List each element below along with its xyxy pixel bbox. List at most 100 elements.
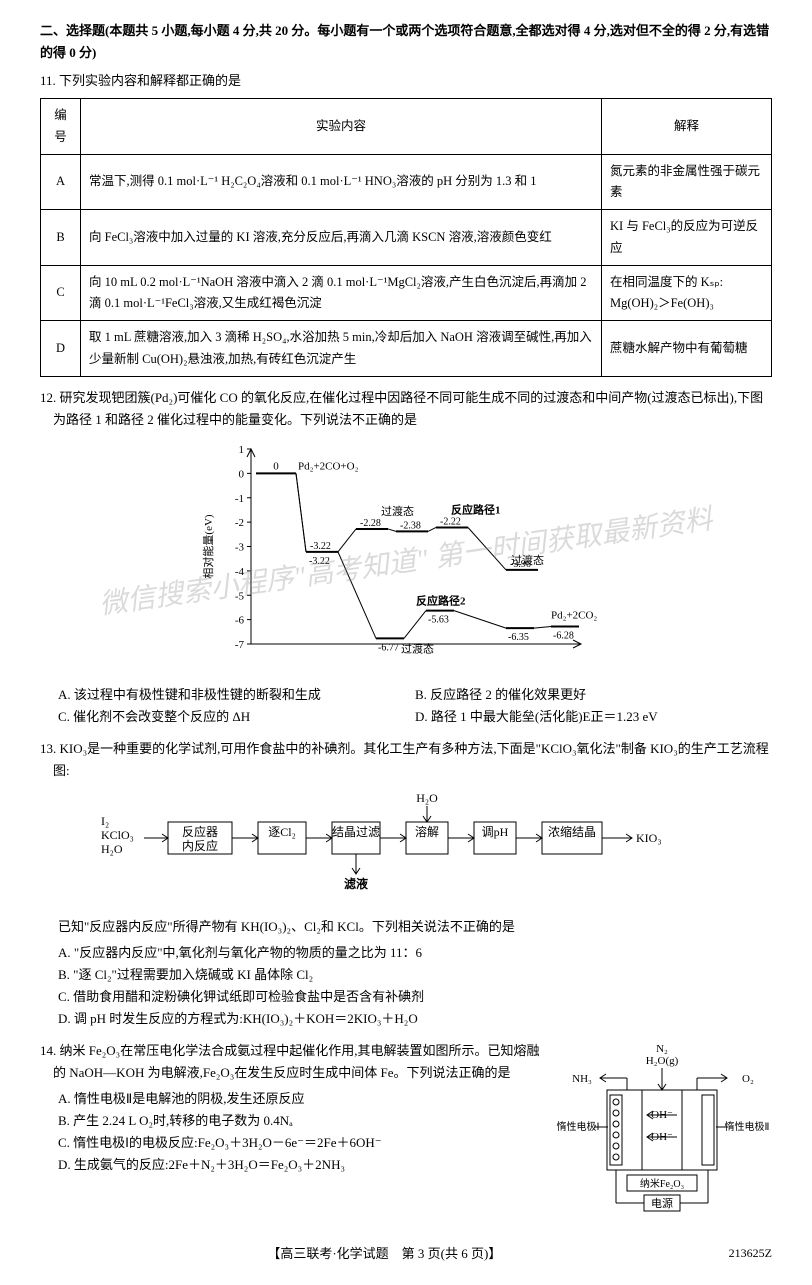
opt-label: D. bbox=[415, 709, 431, 724]
opt-label: B. bbox=[58, 1113, 73, 1128]
q11-th-id: 编号 bbox=[41, 99, 81, 155]
table-row: D 取 1 mL 蔗糖溶液,加入 3 滴稀 H₂SO₄,水浴加热 5 min,冷… bbox=[41, 321, 772, 377]
svg-text:过渡态: 过渡态 bbox=[511, 553, 544, 567]
svg-text:浓缩结晶: 浓缩结晶 bbox=[548, 824, 596, 839]
section-header: 二、选择题(本题共 5 小题,每小题 4 分,共 20 分。每小题有一个或两个选… bbox=[40, 20, 772, 64]
svg-text:过渡态: 过渡态 bbox=[381, 504, 414, 518]
q14-opt-a: 惰性电极Ⅱ是电解池的阴极,发生还原反应 bbox=[74, 1091, 305, 1106]
q14-opt-c: 惰性电极Ⅰ的电极反应:Fe₂O₃＋3H₂O－6e⁻＝2Fe＋6OH⁻ bbox=[73, 1135, 381, 1150]
opt-label: C. bbox=[58, 989, 73, 1004]
q11-row-expl: 在相同温度下的 Kₛₚ: Mg(OH)₂＞Fe(OH)₃ bbox=[602, 265, 772, 321]
q14-opt-b: 产生 2.24 L O₂时,转移的电子数为 0.4Nₐ bbox=[73, 1113, 293, 1128]
svg-text:NH₃: NH₃ bbox=[572, 1073, 592, 1085]
svg-text:-6: -6 bbox=[235, 615, 245, 627]
svg-text:0: 0 bbox=[239, 468, 245, 480]
svg-text:H₂O(g): H₂O(g) bbox=[646, 1055, 679, 1067]
q11-row-id: B bbox=[41, 210, 81, 266]
q12-opt-a: 该过程中有极性键和非极性键的断裂和生成 bbox=[74, 687, 321, 702]
svg-text:内反应: 内反应 bbox=[182, 838, 218, 853]
svg-text:反应路径2: 反应路径2 bbox=[416, 594, 466, 608]
svg-text:过渡态: 过渡态 bbox=[401, 641, 434, 655]
svg-text:1: 1 bbox=[239, 444, 245, 456]
svg-text:电源: 电源 bbox=[651, 1196, 673, 1210]
svg-text:Pd₂+2CO+O₂: Pd₂+2CO+O₂ bbox=[298, 460, 359, 472]
opt-label: A. bbox=[58, 687, 74, 702]
table-row: B 向 FeCl₃溶液中加入过量的 KI 溶液,充分反应后,再滴入几滴 KSCN… bbox=[41, 210, 772, 266]
svg-text:反应路径1: 反应路径1 bbox=[451, 502, 501, 516]
q14-opt-d: 生成氨气的反应:2Fe＋N₂＋3H₂O＝Fe₂O₃＋2NH₃ bbox=[74, 1157, 345, 1172]
question-13: 13. KIO₃是一种重要的化学试剂,可用作食盐中的补碘剂。其化工生产有多种方法… bbox=[40, 738, 772, 1030]
q13-known: 已知"反应器内反应"所得产物有 KH(IO₃)₂、Cl₂和 KCl。下列相关说法… bbox=[58, 916, 772, 938]
q11-th-expl: 解释 bbox=[602, 99, 772, 155]
svg-text:N₂: N₂ bbox=[656, 1043, 668, 1055]
svg-text:KClO₃: KClO₃ bbox=[101, 828, 134, 842]
q11-row-content: 向 10 mL 0.2 mol·L⁻¹NaOH 溶液中滴入 2 滴 0.1 mo… bbox=[81, 265, 602, 321]
q13-opt-c: 借助食用醋和淀粉碘化钾试纸即可检验食盐中是否含有补碘剂 bbox=[73, 989, 424, 1004]
svg-text:-7: -7 bbox=[235, 639, 245, 651]
svg-text:-2: -2 bbox=[235, 517, 244, 529]
svg-text:Pd₂+2CO₂: Pd₂+2CO₂ bbox=[551, 609, 597, 621]
opt-label: D. bbox=[58, 1011, 74, 1026]
q11-row-id: C bbox=[41, 265, 81, 321]
svg-text:结晶过滤: 结晶过滤 bbox=[332, 825, 380, 839]
svg-text:逐Cl₂: 逐Cl₂ bbox=[268, 825, 296, 839]
q11-row-expl: KI 与 FeCl₃的反应为可逆反应 bbox=[602, 210, 772, 266]
svg-text:-2.38: -2.38 bbox=[400, 520, 421, 531]
table-row: C 向 10 mL 0.2 mol·L⁻¹NaOH 溶液中滴入 2 滴 0.1 … bbox=[41, 265, 772, 321]
opt-label: B. bbox=[415, 687, 430, 702]
q13-options: A. "反应器内反应"中,氧化剂与氧化产物的物质的量之比为 11：6 B. "逐… bbox=[58, 942, 772, 1030]
opt-label: D. bbox=[58, 1157, 74, 1172]
svg-text:相对能量(eV): 相对能量(eV) bbox=[201, 514, 215, 578]
q11-stem: 下列实验内容和解释都正确的是 bbox=[59, 73, 241, 88]
svg-text:-2.28: -2.28 bbox=[360, 518, 381, 529]
opt-label: A. bbox=[58, 1091, 74, 1106]
q13-flowchart: I₂KClO₃H₂O反应器内反应逐Cl₂结晶过滤溶解调pH浓缩结晶KIO₃H₂O… bbox=[40, 790, 772, 907]
q11-row-content: 向 FeCl₃溶液中加入过量的 KI 溶液,充分反应后,再滴入几滴 KSCN 溶… bbox=[81, 210, 602, 266]
svg-text:O₂: O₂ bbox=[742, 1073, 754, 1085]
q11-table: 编号 实验内容 解释 A 常温下,测得 0.1 mol·L⁻¹ H₂C₂O₄溶液… bbox=[40, 98, 772, 377]
q11-row-content: 取 1 mL 蔗糖溶液,加入 3 滴稀 H₂SO₄,水浴加热 5 min,冷却后… bbox=[81, 321, 602, 377]
q12-options: A. 该过程中有极性键和非极性键的断裂和生成 B. 反应路径 2 的催化效果更好… bbox=[58, 684, 772, 728]
svg-text:-3.22: -3.22 bbox=[310, 541, 331, 552]
table-row: A 常温下,测得 0.1 mol·L⁻¹ H₂C₂O₄溶液和 0.1 mol·L… bbox=[41, 154, 772, 210]
q12-opt-c: 催化剂不会改变整个反应的 ΔH bbox=[73, 709, 250, 724]
svg-text:纳米Fe₂O₃: 纳米Fe₂O₃ bbox=[640, 1177, 684, 1190]
q11-th-content: 实验内容 bbox=[81, 99, 602, 155]
svg-text:反应器: 反应器 bbox=[182, 824, 218, 839]
svg-text:-3: -3 bbox=[235, 541, 245, 553]
q13-opt-a: "反应器内反应"中,氧化剂与氧化产物的物质的量之比为 11：6 bbox=[74, 945, 422, 960]
page-footer: 【高三联考·化学试题 第 3 页(共 6 页)】 213625Z bbox=[40, 1243, 772, 1265]
q13-number: 13. bbox=[40, 741, 56, 756]
svg-text:-6.28: -6.28 bbox=[553, 630, 574, 641]
svg-text:KIO₃: KIO₃ bbox=[636, 831, 662, 845]
q12-chart: 10-1-2-3-4-5-6-7相对能量(eV)Pd₂+2CO+O₂0-3.22… bbox=[40, 439, 772, 676]
svg-text:-1: -1 bbox=[235, 493, 244, 505]
q11-row-id: A bbox=[41, 154, 81, 210]
svg-text:-6.77: -6.77 bbox=[378, 642, 399, 653]
footer-code: 213625Z bbox=[729, 1243, 772, 1263]
q11-row-content: 常温下,测得 0.1 mol·L⁻¹ H₂C₂O₄溶液和 0.1 mol·L⁻¹… bbox=[81, 154, 602, 210]
svg-text:0: 0 bbox=[273, 460, 279, 472]
q12-number: 12. bbox=[40, 390, 56, 405]
svg-text:惰性电极Ⅰ: 惰性电极Ⅰ bbox=[557, 1120, 600, 1133]
svg-text:-2.22: -2.22 bbox=[440, 516, 461, 527]
q11-row-expl: 蔗糖水解产物中有葡萄糖 bbox=[602, 321, 772, 377]
footer-text: 【高三联考·化学试题 第 3 页(共 6 页)】 bbox=[267, 1246, 501, 1261]
q11-row-expl: 氮元素的非金属性强于碳元素 bbox=[602, 154, 772, 210]
question-14: 14. 纳米 Fe₂O₃在常压电化学法合成氨过程中起催化作用,其电解装置如图所示… bbox=[40, 1040, 772, 1227]
q12-stem: 研究发现钯团簇(Pd₂)可催化 CO 的氧化反应,在催化过程中因路径不同可能生成… bbox=[53, 390, 763, 427]
q11-number: 11. bbox=[40, 73, 56, 88]
svg-text:-3.22: -3.22 bbox=[309, 556, 330, 567]
q12-opt-b: 反应路径 2 的催化效果更好 bbox=[430, 687, 586, 702]
svg-text:溶解: 溶解 bbox=[415, 824, 439, 839]
opt-label: B. bbox=[58, 967, 73, 982]
opt-label: C. bbox=[58, 1135, 73, 1150]
q14-options: A. 惰性电极Ⅱ是电解池的阴极,发生还原反应 B. 产生 2.24 L O₂时,… bbox=[58, 1088, 542, 1176]
q11-row-id: D bbox=[41, 321, 81, 377]
svg-text:-6.35: -6.35 bbox=[508, 632, 529, 643]
opt-label: C. bbox=[58, 709, 73, 724]
svg-text:惰性电极Ⅱ: 惰性电极Ⅱ bbox=[725, 1120, 770, 1133]
opt-label: A. bbox=[58, 945, 74, 960]
q12-opt-d: 路径 1 中最大能垒(活化能)E正＝1.23 eV bbox=[431, 709, 658, 724]
svg-text:-5.63: -5.63 bbox=[428, 615, 449, 626]
